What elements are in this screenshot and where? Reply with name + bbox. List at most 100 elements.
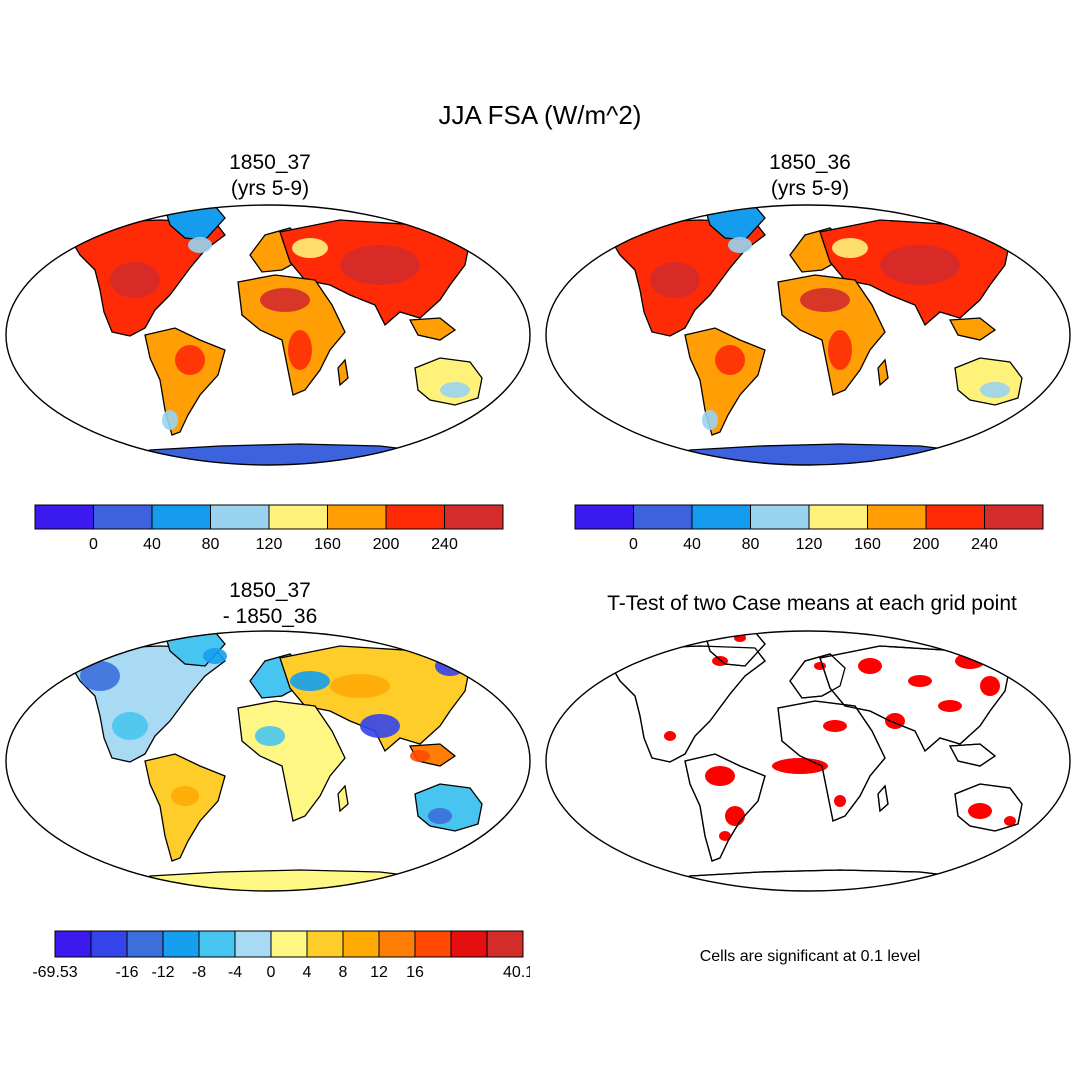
colorbar-tick-label: 8 xyxy=(339,964,348,981)
colorbar-tick-label: 4 xyxy=(303,964,312,981)
panel-title-case: 1850_37 xyxy=(229,151,311,174)
colorbar-swatch xyxy=(126,930,164,958)
field-blob xyxy=(340,245,420,285)
colorbar-tick-label: 40.17 xyxy=(503,964,530,981)
colorbar-tick-label: -69.53 xyxy=(32,964,77,981)
landmass-indonesia xyxy=(948,317,997,341)
significant-cells xyxy=(1004,816,1016,826)
field-blob xyxy=(410,750,430,762)
colorbar-swatch xyxy=(54,930,92,958)
field-blob xyxy=(702,410,718,430)
colorbar-swatch xyxy=(306,930,344,958)
field-blob xyxy=(80,661,120,691)
colorbar-swatch xyxy=(633,504,693,530)
map-border xyxy=(545,630,1071,892)
significant-cells xyxy=(705,766,735,786)
landmass-madagascar xyxy=(337,358,349,387)
significant-cells xyxy=(772,758,828,774)
field-blob xyxy=(980,382,1010,398)
colorbar-tick-label: 200 xyxy=(373,536,400,553)
colorbar-swatch xyxy=(984,504,1044,530)
landmass-madagascar xyxy=(877,358,889,387)
map-border xyxy=(5,204,531,466)
coastline-indonesia xyxy=(948,743,997,767)
colorbar-swatch xyxy=(234,930,272,958)
field-blob xyxy=(203,648,227,664)
field-blob xyxy=(288,330,312,370)
significant-cells xyxy=(664,731,676,741)
colorbar-swatch xyxy=(867,504,927,530)
colorbar-tick-label: -4 xyxy=(228,964,242,981)
map-border xyxy=(5,630,531,892)
field-blob xyxy=(292,238,328,258)
field-blob xyxy=(360,714,400,738)
colorbar-swatch xyxy=(750,504,810,530)
colorbar-tick-label: -16 xyxy=(115,964,138,981)
field-blob xyxy=(832,238,868,258)
field-blob xyxy=(255,726,285,746)
colorbar-tick-label: 200 xyxy=(913,536,940,553)
panel-title-case: 1850_36 xyxy=(769,151,851,174)
colorbar-tick-label: 80 xyxy=(202,536,220,553)
colorbar-tick-label: -12 xyxy=(151,964,174,981)
colorbar-swatch xyxy=(93,504,153,530)
map-bottom-right xyxy=(545,630,1071,892)
field-blob xyxy=(290,671,330,691)
field-blob xyxy=(828,330,852,370)
field-blob xyxy=(800,288,850,312)
landmass-southAmerica xyxy=(144,327,226,436)
map-top-left xyxy=(5,204,531,466)
significant-cells xyxy=(968,803,992,819)
significant-cells xyxy=(725,806,745,826)
colorbar-tick-label: 0 xyxy=(267,964,276,981)
field-blob xyxy=(112,712,148,740)
colorbar-swatch xyxy=(90,930,128,958)
colorbar-tick-label: -8 xyxy=(192,964,206,981)
landmass-antarctica xyxy=(652,443,998,465)
panel-title-top-left: 1850_37 (yrs 5-9) xyxy=(70,150,470,202)
coastline-australia xyxy=(954,783,1023,832)
significant-cells xyxy=(823,720,847,732)
field-blob xyxy=(260,288,310,312)
field-blob xyxy=(428,808,452,824)
landmass-southAmerica xyxy=(144,753,226,862)
coastline-southAmerica xyxy=(684,753,766,862)
colorbar-swatch xyxy=(808,504,868,530)
colorbar-top-left: 0 40 80 120 160 200 240 xyxy=(34,504,504,553)
colorbar-bottom-left: -69.53 -16 -12 -8 -4 0 4 8 12 16 40.17 xyxy=(32,930,530,981)
colorbar-tick-label: 0 xyxy=(629,536,638,553)
panel-title-case: 1850_37 xyxy=(229,579,311,602)
significant-cells xyxy=(858,658,882,674)
colorbar-swatch xyxy=(342,930,380,958)
field-blob xyxy=(175,345,205,375)
panel-title-top-right: 1850_36 (yrs 5-9) xyxy=(610,150,1010,202)
map-top-right xyxy=(545,204,1071,466)
colorbar-tick-label: 40 xyxy=(143,536,161,553)
landmass-madagascar xyxy=(337,784,349,813)
colorbar-tick-label: 16 xyxy=(406,964,424,981)
colorbar-swatch xyxy=(378,930,416,958)
field-blob xyxy=(330,674,390,698)
landmass-southAmerica xyxy=(684,327,766,436)
colorbar-tick-label: 160 xyxy=(314,536,341,553)
field-blob xyxy=(728,237,752,253)
colorbar-swatch xyxy=(925,504,985,530)
colorbar-tick-label: 160 xyxy=(854,536,881,553)
field-blob xyxy=(162,410,178,430)
field-blob xyxy=(171,786,199,806)
colorbar-tick-label: 240 xyxy=(431,536,458,553)
colorbar-swatch xyxy=(486,930,524,958)
figure-title: JJA FSA (W/m^2) xyxy=(438,100,642,130)
panel-title-years: (yrs 5-9) xyxy=(770,177,850,200)
colorbar-swatch xyxy=(268,504,328,530)
colorbar-tick-label: 80 xyxy=(742,536,760,553)
colorbar-swatch xyxy=(414,930,452,958)
colorbar-tick-label: 120 xyxy=(796,536,823,553)
field-blob xyxy=(880,245,960,285)
field-blob xyxy=(440,382,470,398)
field-blob xyxy=(110,262,160,298)
landmass-antarctica xyxy=(112,869,458,891)
significant-cells xyxy=(908,675,932,687)
coastline-africa xyxy=(777,700,886,822)
colorbar-swatch xyxy=(574,504,634,530)
